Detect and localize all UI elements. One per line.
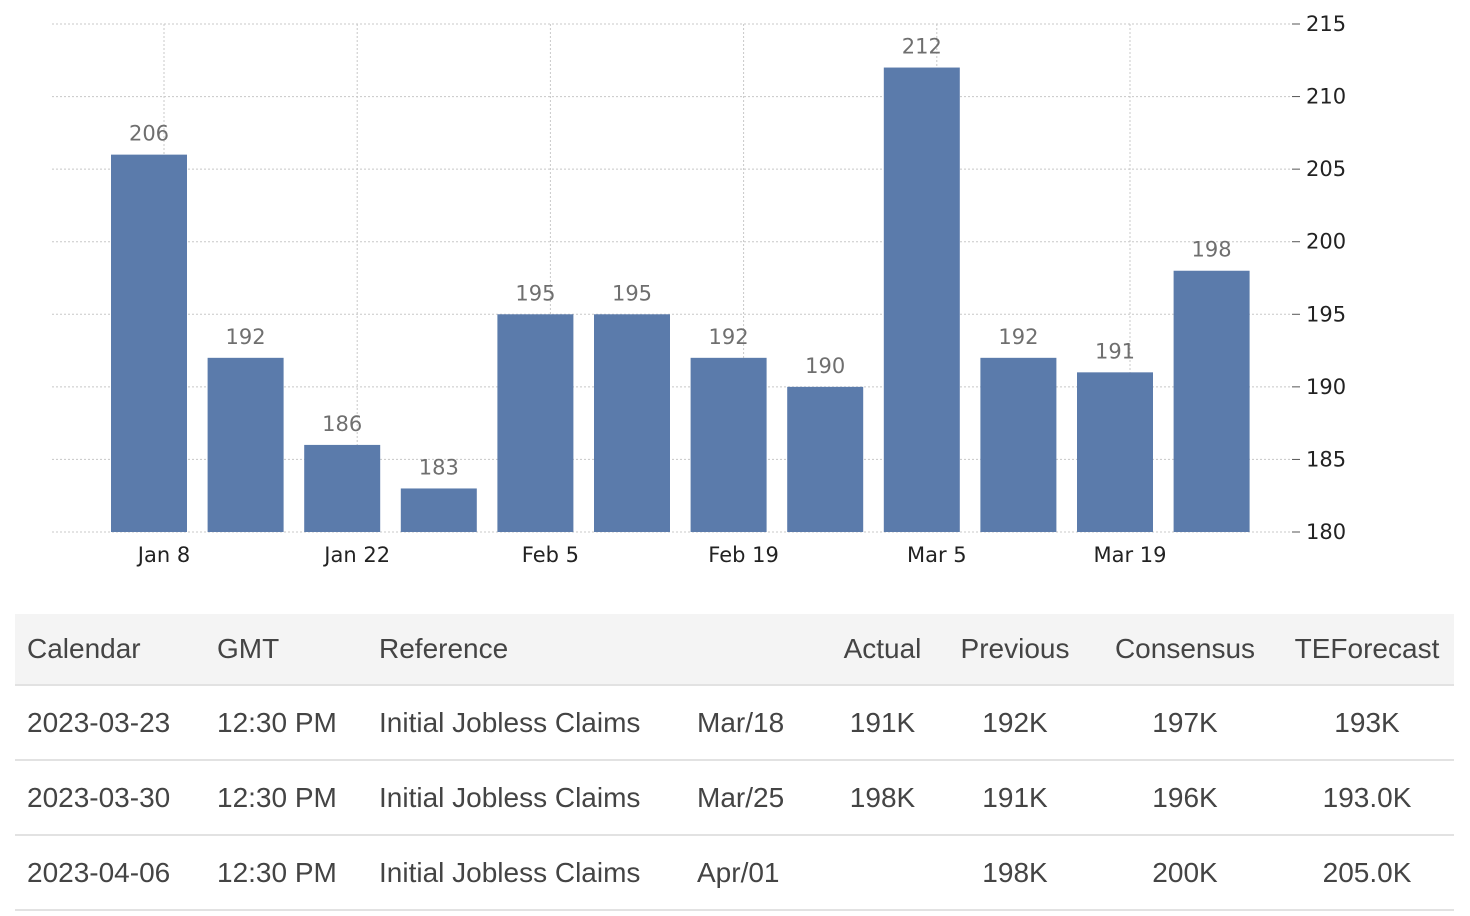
x-tick-label: Feb 19 — [708, 543, 779, 567]
cell-calendar: 2023-03-30 — [15, 760, 217, 836]
table-row: 2023-04-06 12:30 PM Initial Jobless Clai… — [15, 835, 1454, 911]
cell-teforecast: 193.0K — [1280, 760, 1454, 836]
header-previous[interactable]: Previous — [940, 614, 1090, 686]
bar[interactable] — [980, 357, 1057, 532]
data-label: 198 — [1192, 238, 1232, 262]
data-label: 186 — [322, 412, 362, 436]
cell-gmt: 12:30 PM — [217, 835, 379, 911]
cell-previous: 192K — [940, 685, 1090, 761]
data-label: 192 — [226, 325, 266, 349]
cell-previous: 198K — [940, 835, 1090, 911]
cell-actual: 198K — [825, 760, 940, 836]
data-label: 192 — [709, 325, 749, 349]
bar[interactable] — [111, 154, 187, 532]
data-label: 183 — [419, 455, 459, 479]
cell-previous: 191K — [940, 760, 1090, 836]
cell-period: Mar/25 — [697, 760, 825, 836]
cell-period: Apr/01 — [697, 835, 825, 911]
data-label: 190 — [805, 354, 845, 378]
table-row: 2023-03-30 12:30 PM Initial Jobless Clai… — [15, 760, 1454, 836]
bar[interactable] — [1173, 270, 1250, 532]
bar[interactable] — [400, 488, 477, 532]
bar[interactable] — [690, 357, 767, 532]
calendar-table: Calendar GMT Reference Actual Previous C… — [15, 614, 1454, 911]
data-label: 206 — [129, 122, 169, 146]
x-tick-label: Mar 5 — [907, 543, 967, 567]
bar[interactable] — [207, 357, 284, 532]
y-tick-label: 215 — [1306, 12, 1346, 36]
header-gmt[interactable]: GMT — [217, 614, 379, 686]
data-label: 192 — [998, 325, 1038, 349]
y-tick-label: 190 — [1306, 375, 1346, 399]
table-row: 2023-03-23 12:30 PM Initial Jobless Clai… — [15, 685, 1454, 761]
x-tick-label: Feb 5 — [522, 543, 579, 567]
header-actual[interactable]: Actual — [825, 614, 940, 686]
header-teforecast[interactable]: TEForecast — [1280, 614, 1454, 686]
cell-consensus: 197K — [1090, 685, 1280, 761]
chart-bars — [111, 67, 1250, 533]
bar[interactable] — [883, 67, 960, 533]
y-axis: 180 185 190 195 200 205 210 215 — [1292, 12, 1346, 544]
bar[interactable] — [594, 314, 670, 532]
header-calendar[interactable]: Calendar — [15, 614, 217, 686]
cell-calendar: 2023-03-23 — [15, 685, 217, 761]
cell-gmt: 12:30 PM — [217, 685, 379, 761]
header-period — [697, 614, 825, 686]
y-tick-label: 180 — [1306, 520, 1346, 544]
bar[interactable] — [787, 386, 864, 532]
cell-consensus: 196K — [1090, 760, 1280, 836]
data-label: 191 — [1095, 339, 1135, 363]
cell-consensus: 200K — [1090, 835, 1280, 911]
header-consensus[interactable]: Consensus — [1090, 614, 1280, 686]
cell-teforecast: 205.0K — [1280, 835, 1454, 911]
data-label: 212 — [902, 35, 942, 59]
cell-teforecast: 193K — [1280, 685, 1454, 761]
x-tick-label: Mar 19 — [1093, 543, 1166, 567]
cell-reference[interactable]: Initial Jobless Claims — [379, 835, 697, 911]
data-label: 195 — [515, 281, 555, 305]
data-label: 195 — [612, 281, 652, 305]
cell-period: Mar/18 — [697, 685, 825, 761]
y-tick-label: 205 — [1306, 157, 1346, 181]
cell-actual — [825, 835, 940, 911]
x-tick-label: Jan 22 — [322, 543, 390, 567]
bar[interactable] — [304, 444, 381, 532]
y-tick-label: 185 — [1306, 447, 1346, 471]
cell-reference[interactable]: Initial Jobless Claims — [379, 760, 697, 836]
table-header-row: Calendar GMT Reference Actual Previous C… — [15, 614, 1454, 686]
y-tick-label: 195 — [1306, 302, 1346, 326]
x-tick-label: Jan 8 — [136, 543, 190, 567]
cell-actual: 191K — [825, 685, 940, 761]
header-reference[interactable]: Reference — [379, 614, 697, 686]
x-axis: Jan 8 Jan 22 Feb 5 Feb 19 Mar 5 Mar 19 — [136, 543, 1167, 567]
cell-gmt: 12:30 PM — [217, 760, 379, 836]
jobless-claims-bar-chart: 206 192 186 183 195 195 192 190 212 192 191 198 180… — [52, 12, 1346, 567]
bar[interactable] — [1077, 372, 1153, 532]
y-tick-label: 210 — [1306, 85, 1346, 109]
cell-reference[interactable]: Initial Jobless Claims — [379, 685, 697, 761]
cell-calendar: 2023-04-06 — [15, 835, 217, 911]
bar[interactable] — [497, 314, 574, 532]
chart-data-labels: 206 192 186 183 195 195 192 190 212 192 191 198 — [129, 35, 1232, 480]
y-tick-label: 200 — [1306, 230, 1346, 254]
